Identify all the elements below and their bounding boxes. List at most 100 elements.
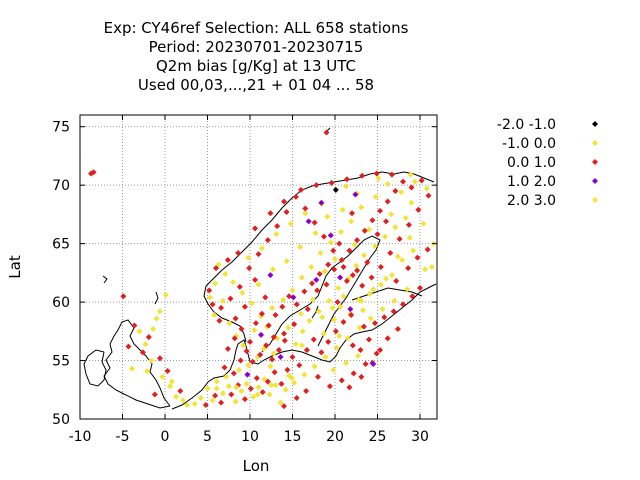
data-point-3 — [381, 314, 388, 321]
data-point-5 — [162, 292, 169, 299]
legend-label: -1.0 0.0 — [502, 136, 556, 152]
data-point-2 — [330, 366, 337, 373]
data-point-3 — [394, 325, 401, 332]
legend-label: 2.0 3.0 — [507, 193, 556, 209]
data-point-2 — [327, 239, 334, 246]
data-point-3 — [343, 176, 350, 183]
data-point-3 — [241, 396, 248, 403]
data-point-3 — [334, 299, 341, 306]
data-point-2 — [375, 175, 382, 182]
data-point-4 — [244, 371, 251, 378]
data-point-2 — [402, 214, 409, 221]
data-point-2 — [326, 297, 333, 304]
grid-lines — [80, 115, 437, 419]
data-point-3 — [246, 265, 253, 272]
data-point-3 — [311, 219, 318, 226]
data-point-2 — [366, 226, 372, 233]
data-point-3 — [313, 182, 320, 189]
data-point-2 — [408, 199, 415, 206]
data-point-3 — [262, 294, 269, 301]
data-point-3 — [264, 237, 271, 244]
data-point-5 — [179, 397, 186, 404]
data-point-3 — [361, 227, 368, 234]
data-point-2 — [243, 380, 250, 387]
legend-marker — [592, 178, 598, 184]
data-point-4 — [318, 199, 325, 206]
data-points — [88, 129, 437, 410]
data-point-3 — [340, 264, 347, 270]
legend-marker — [592, 121, 598, 127]
data-point-3 — [368, 274, 375, 281]
data-point-5 — [420, 220, 427, 227]
data-point-3 — [265, 322, 272, 329]
data-point-3 — [315, 373, 321, 380]
data-point-2 — [299, 328, 306, 335]
data-point-3 — [400, 301, 406, 308]
data-point-2 — [302, 210, 309, 217]
data-point-5 — [268, 382, 275, 389]
data-point-3 — [302, 205, 309, 212]
coastline-shetland — [154, 291, 159, 305]
x-tick-label: 5 — [203, 429, 212, 445]
y-axis-ticks: 50 55 60 65 70 75 — [52, 120, 437, 428]
data-point-3 — [156, 355, 163, 362]
data-point-3 — [338, 256, 345, 263]
data-point-2 — [372, 193, 379, 200]
data-point-3 — [259, 389, 266, 396]
data-point-3 — [177, 387, 184, 394]
data-point-2 — [306, 317, 313, 324]
data-point-2 — [297, 244, 304, 251]
data-point-3 — [323, 129, 330, 136]
data-point-3 — [331, 266, 338, 273]
data-point-3 — [90, 169, 97, 176]
data-point-3 — [358, 373, 365, 380]
data-point-2 — [298, 310, 304, 317]
data-point-3 — [318, 349, 325, 356]
data-point-3 — [405, 265, 412, 272]
data-point-5 — [319, 314, 326, 321]
data-point-3 — [301, 288, 308, 295]
legend-label: 1.0 2.0 — [507, 174, 556, 190]
data-point-3 — [252, 225, 259, 232]
data-point-3 — [218, 304, 225, 311]
data-point-2 — [354, 352, 361, 359]
data-point-3 — [405, 221, 412, 228]
data-point-2 — [315, 308, 322, 315]
data-point-2 — [339, 206, 346, 213]
coastline-finland-gulf — [351, 287, 423, 301]
data-point-3 — [218, 399, 225, 406]
data-point-3 — [275, 347, 282, 354]
data-point-5 — [150, 325, 157, 332]
data-point-3 — [396, 235, 403, 242]
data-point-3 — [360, 323, 367, 330]
data-point-3 — [264, 378, 271, 385]
data-point-3 — [231, 335, 238, 342]
data-point-2 — [273, 231, 280, 238]
data-point-2 — [351, 241, 358, 248]
data-point-3 — [243, 348, 250, 355]
data-point-2 — [391, 297, 398, 304]
data-point-5 — [288, 375, 295, 382]
data-point-2 — [191, 400, 198, 407]
data-point-2 — [269, 304, 276, 311]
data-point-2 — [225, 383, 232, 390]
data-point-3 — [354, 237, 361, 244]
data-point-4 — [305, 218, 312, 225]
data-point-2 — [320, 330, 327, 337]
data-point-3 — [298, 186, 304, 193]
title-line-2: Period: 20230701-20230715 — [149, 38, 364, 56]
data-point-3 — [303, 347, 310, 354]
coastline-baltic — [261, 235, 381, 353]
data-point-3 — [417, 285, 423, 292]
data-point-3 — [255, 251, 262, 258]
y-tick-label: 60 — [52, 295, 70, 311]
plot-area — [80, 115, 437, 419]
data-point-2 — [211, 311, 218, 318]
data-point-2 — [209, 397, 216, 404]
data-point-3 — [354, 267, 361, 274]
data-point-2 — [144, 368, 151, 375]
data-point-2 — [230, 279, 236, 286]
data-point-3 — [349, 210, 355, 217]
data-point-2 — [239, 289, 246, 296]
data-point-3 — [202, 401, 209, 408]
